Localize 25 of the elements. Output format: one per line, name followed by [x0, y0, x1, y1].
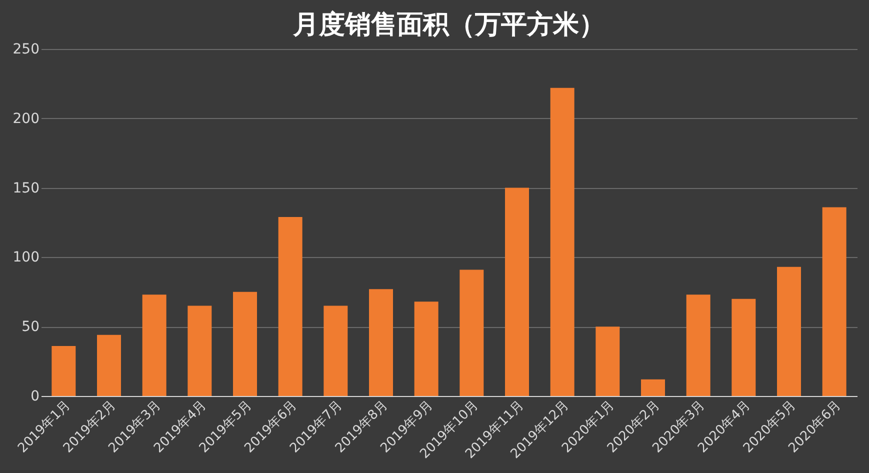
bar: [777, 266, 801, 396]
bar: [278, 216, 302, 396]
bar: [596, 326, 620, 396]
bar: [686, 294, 710, 396]
bar: [641, 379, 665, 396]
y-tick-label: 50: [22, 319, 40, 336]
y-tick-label: 200: [12, 110, 40, 127]
bar: [460, 270, 484, 396]
bar: [550, 88, 574, 396]
bar: [324, 306, 348, 396]
y-tick-label: 100: [12, 250, 40, 266]
bar: [414, 302, 438, 396]
y-tick-label: 250: [12, 42, 40, 58]
bar: [233, 292, 257, 396]
bar: [97, 334, 121, 396]
bar: [732, 298, 756, 396]
bar: [142, 294, 166, 396]
bar: [188, 306, 212, 396]
y-tick-label: 0: [30, 388, 40, 404]
bar: [505, 188, 529, 396]
chart-title: 月度销售面积（万平方米）: [292, 10, 605, 40]
y-tick-label: 150: [12, 180, 40, 196]
bar: [822, 207, 846, 396]
bar: [369, 289, 393, 396]
bar: [52, 346, 76, 396]
